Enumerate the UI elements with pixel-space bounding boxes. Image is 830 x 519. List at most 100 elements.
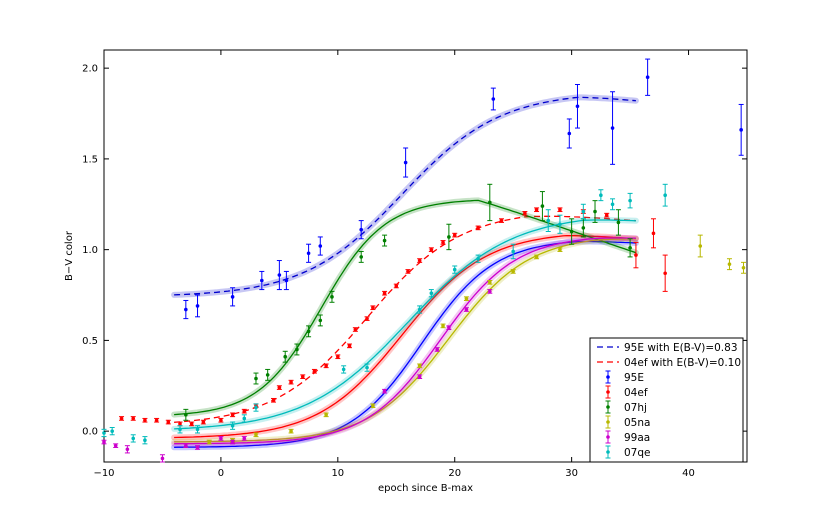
data-point bbox=[283, 270, 289, 291]
data-point bbox=[159, 454, 165, 463]
data-point bbox=[370, 403, 376, 409]
data-point bbox=[142, 417, 148, 423]
data-point bbox=[645, 58, 651, 96]
data-point bbox=[633, 241, 639, 269]
legend-label: 07qe bbox=[624, 447, 651, 459]
fit-curve bbox=[174, 215, 636, 423]
legend: 95E with E(B-V)=0.83 04ef with E(B-V)=0.1… bbox=[589, 337, 744, 463]
data-point bbox=[434, 347, 440, 352]
data-point bbox=[475, 254, 481, 263]
data-point bbox=[405, 269, 411, 274]
data-point bbox=[241, 414, 247, 423]
data-point bbox=[230, 439, 236, 445]
data-point bbox=[738, 103, 744, 156]
y-tick-label: 2.0 bbox=[82, 64, 98, 75]
data-point bbox=[259, 270, 265, 291]
data-point bbox=[109, 427, 115, 436]
data-point bbox=[230, 421, 236, 430]
data-point bbox=[241, 408, 247, 414]
legend-label: 95E bbox=[624, 372, 644, 384]
data-point bbox=[510, 269, 516, 274]
data-point bbox=[358, 220, 364, 240]
data-point bbox=[598, 189, 604, 202]
data-points bbox=[101, 58, 746, 463]
data-point bbox=[113, 443, 119, 448]
data-point bbox=[154, 417, 160, 423]
data-point bbox=[253, 403, 259, 412]
data-point bbox=[195, 425, 201, 434]
data-point bbox=[440, 240, 446, 245]
data-point bbox=[183, 443, 189, 448]
data-point bbox=[417, 363, 423, 369]
data-point bbox=[403, 147, 409, 178]
data-point bbox=[610, 198, 616, 211]
data-point bbox=[253, 372, 259, 385]
data-point bbox=[230, 287, 236, 307]
data-point bbox=[183, 299, 189, 320]
data-point bbox=[662, 183, 668, 207]
data-point bbox=[697, 234, 703, 258]
data-point bbox=[306, 325, 312, 338]
data-point bbox=[230, 412, 236, 418]
data-point bbox=[183, 408, 189, 421]
data-point bbox=[347, 343, 353, 349]
data-point bbox=[650, 218, 656, 249]
y-tick-label: 1.0 bbox=[82, 245, 98, 256]
data-point bbox=[253, 432, 259, 438]
data-point bbox=[726, 258, 732, 271]
data-point bbox=[604, 212, 610, 218]
fit-curve bbox=[174, 238, 636, 443]
data-point bbox=[740, 261, 746, 274]
data-point bbox=[428, 289, 434, 298]
x-tick-label: 0 bbox=[218, 468, 224, 479]
data-point bbox=[580, 203, 586, 220]
data-point bbox=[101, 439, 107, 445]
legend-entry: 99aa bbox=[605, 430, 650, 444]
data-point bbox=[498, 218, 504, 223]
data-point bbox=[130, 416, 136, 421]
data-point bbox=[329, 290, 335, 303]
data-point bbox=[195, 445, 201, 450]
data-point bbox=[218, 436, 224, 441]
legend-label: 04ef bbox=[624, 387, 648, 399]
data-point bbox=[452, 232, 458, 238]
y-tick-label: 0.0 bbox=[82, 427, 98, 438]
legend-entry: 04ef with E(B-V)=0.10 bbox=[597, 357, 741, 369]
data-point bbox=[119, 416, 125, 421]
data-point bbox=[206, 439, 212, 445]
legend-entry: 95E bbox=[605, 370, 644, 384]
legend-label: 95E with E(B-V)=0.83 bbox=[624, 342, 738, 354]
data-point bbox=[393, 283, 399, 289]
data-point bbox=[522, 211, 528, 216]
legend-entry: 05na bbox=[605, 415, 650, 429]
data-point bbox=[101, 428, 107, 438]
legend-label: 04ef with E(B-V)=0.10 bbox=[624, 357, 741, 369]
data-point bbox=[288, 428, 294, 434]
fit-curve bbox=[174, 234, 636, 439]
data-point bbox=[487, 280, 493, 285]
data-point bbox=[610, 91, 616, 165]
data-point bbox=[440, 323, 446, 329]
legend-entry: 07hj bbox=[605, 400, 647, 414]
data-point bbox=[463, 296, 469, 301]
data-point bbox=[189, 421, 195, 427]
data-point bbox=[487, 289, 493, 294]
data-point bbox=[177, 425, 183, 434]
data-point bbox=[130, 434, 136, 443]
data-point bbox=[534, 207, 540, 213]
data-point bbox=[475, 225, 481, 231]
data-point bbox=[417, 374, 423, 380]
data-point bbox=[417, 305, 423, 314]
fit-curve bbox=[174, 199, 637, 416]
data-point bbox=[276, 385, 282, 390]
data-point bbox=[195, 294, 201, 318]
data-point bbox=[218, 417, 224, 423]
data-point bbox=[352, 327, 358, 332]
x-tick-label: 20 bbox=[448, 468, 461, 479]
data-point bbox=[627, 192, 633, 209]
axis-ticks: −10 0 10 20 30 40 0.0 0.5 1.0 1.5 2.0 bbox=[82, 50, 747, 479]
data-point bbox=[446, 325, 452, 331]
legend-label: 05na bbox=[624, 417, 650, 429]
x-tick-label: 40 bbox=[682, 468, 695, 479]
data-point bbox=[323, 412, 329, 418]
